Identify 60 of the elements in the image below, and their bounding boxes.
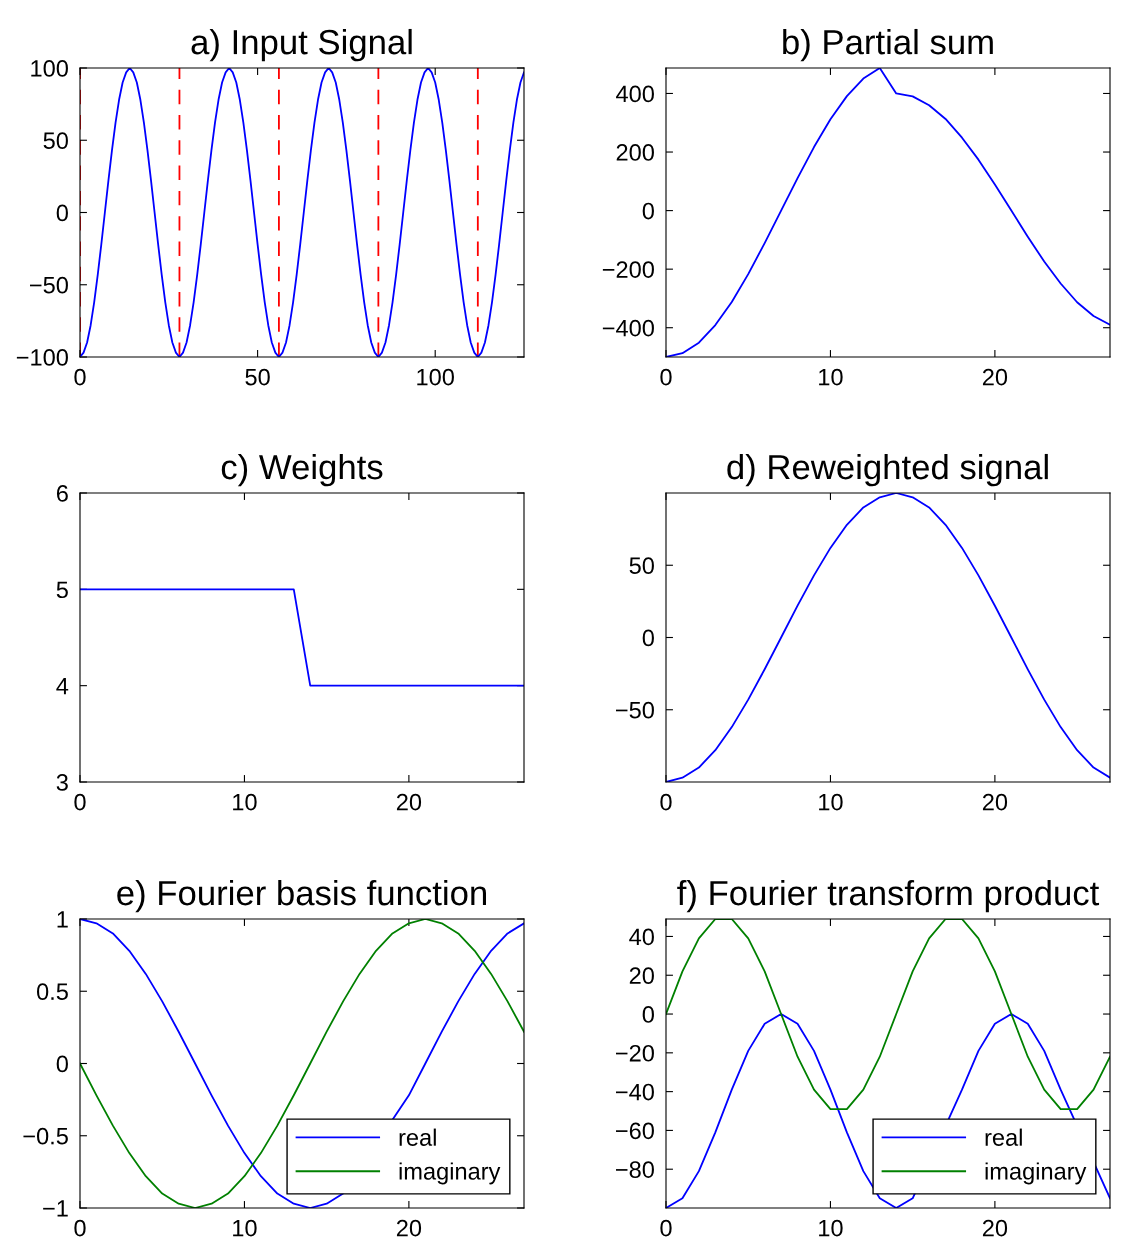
chart-title: b) Partial sum (783, 28, 993, 62)
chart-title: a) Input Signal (191, 28, 412, 62)
y-tick-label: −50 (30, 276, 68, 294)
y-tick-label: −40 (616, 1083, 654, 1101)
x-tick-label: 20 (396, 1219, 422, 1237)
x-tick-label: 20 (982, 1219, 1008, 1237)
y-tick-label: 100 (31, 60, 68, 77)
x-tick-label: 0 (74, 793, 86, 811)
y-tick-label: −200 (602, 261, 654, 278)
legend-label: imaginary (399, 1162, 501, 1185)
x-tick-label: 20 (982, 368, 1008, 386)
legend-label: real (985, 1128, 1022, 1146)
y-tick-label: 5 (56, 581, 68, 599)
y-tick-label: −80 (616, 1161, 654, 1178)
y-tick-label: 200 (616, 144, 654, 161)
x-tick-label: 10 (819, 793, 843, 811)
y-tick-label: 0.5 (36, 983, 68, 1001)
y-tick-label: 1 (57, 911, 68, 928)
x-tick-label: 10 (819, 368, 843, 386)
y-tick-label: −20 (616, 1044, 654, 1062)
y-tick-label: 50 (629, 557, 654, 575)
y-tick-label: −1 (43, 1200, 68, 1217)
y-tick-label: 0 (642, 629, 654, 647)
x-tick-label: 20 (396, 793, 422, 811)
x-tick-label: 0 (74, 1219, 86, 1237)
chart-title: c) Weights (221, 453, 383, 487)
y-tick-label: −60 (616, 1122, 654, 1140)
y-tick-label: 20 (629, 967, 654, 985)
chart-title: e) Fourier basis function (117, 879, 486, 913)
y-tick-label: 0 (642, 202, 654, 220)
x-tick-label: 0 (660, 793, 672, 811)
legend-label: imaginary (985, 1162, 1087, 1185)
y-tick-label: 0 (56, 1055, 68, 1073)
y-tick-label: 0 (642, 1006, 654, 1023)
x-tick-label: 0 (660, 368, 672, 386)
line-series (666, 68, 1110, 357)
y-tick-label: 6 (56, 485, 68, 502)
y-tick-label: 4 (56, 677, 69, 695)
x-tick-label: 20 (982, 793, 1008, 811)
y-tick-label: 0 (56, 204, 68, 222)
x-tick-label: 100 (417, 368, 454, 386)
chart-title: f) Fourier transform product (677, 879, 1100, 913)
y-tick-label: 40 (629, 928, 654, 946)
x-tick-label: 0 (660, 1219, 672, 1237)
y-tick-label: −400 (602, 319, 654, 337)
line-series (80, 68, 524, 357)
chart-title: d) Reweighted signal (727, 453, 1048, 487)
y-tick-label: −0.5 (23, 1127, 68, 1145)
x-tick-label: 50 (245, 368, 270, 386)
y-tick-label: 3 (56, 774, 68, 791)
y-tick-label: 50 (43, 132, 68, 150)
x-tick-label: 10 (233, 1219, 257, 1237)
x-tick-label: 10 (819, 1219, 843, 1237)
x-tick-label: 10 (233, 793, 257, 811)
x-tick-label: 0 (74, 368, 86, 386)
line-series (666, 493, 1110, 782)
y-tick-label: −100 (16, 349, 68, 366)
legend-label: real (399, 1128, 436, 1146)
y-tick-label: −50 (616, 701, 654, 719)
y-tick-label: 400 (616, 85, 654, 103)
